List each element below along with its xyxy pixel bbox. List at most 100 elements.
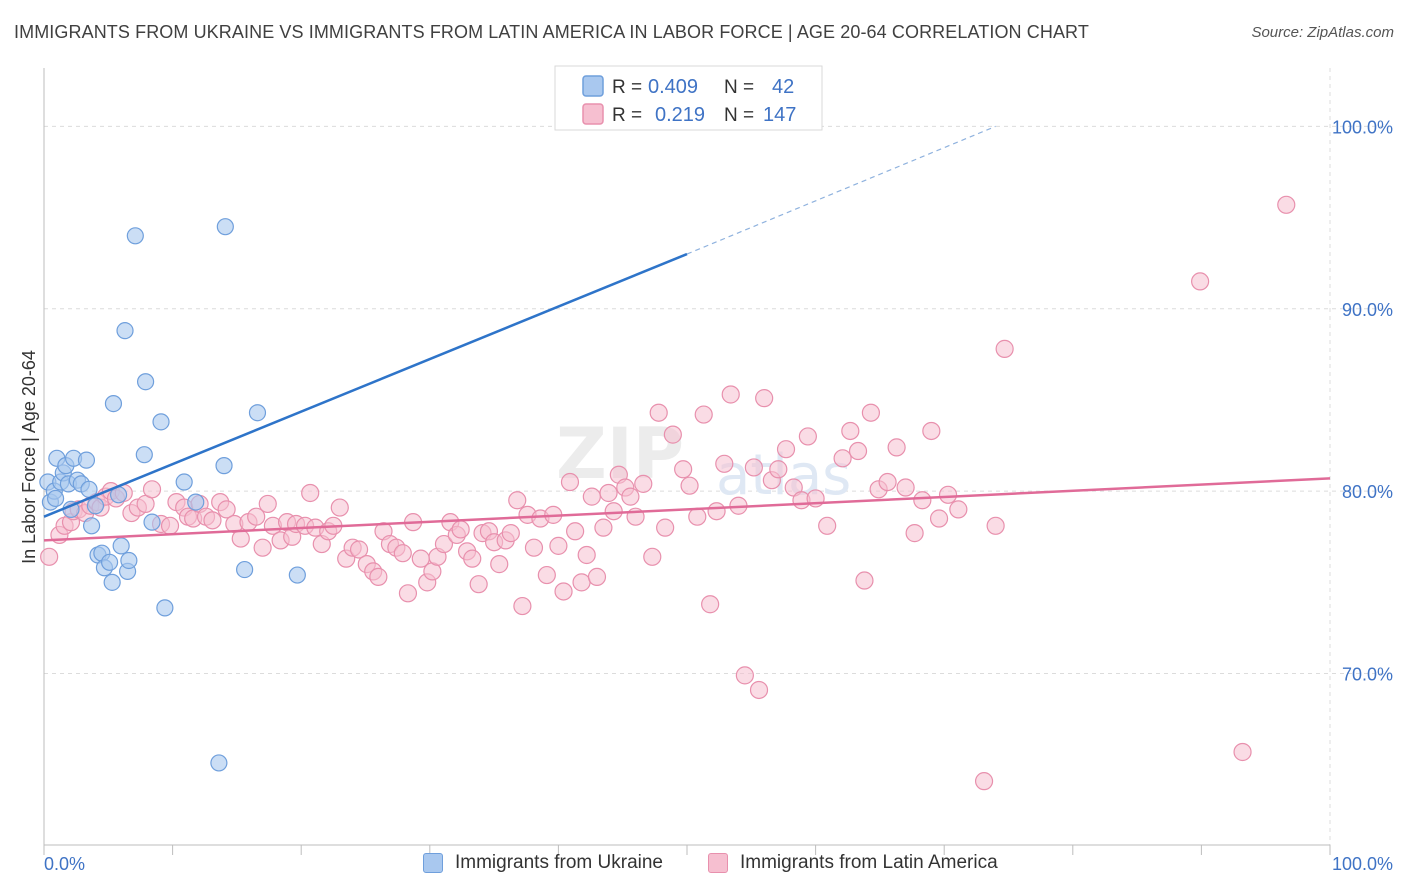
legend-n-value-latin-america: 147	[763, 104, 796, 126]
latin-america-point	[855, 571, 874, 590]
ukraine-point	[46, 489, 65, 508]
ukraine-point	[100, 553, 119, 571]
latin-america-point	[253, 538, 272, 557]
ukraine-point	[236, 560, 254, 579]
latin-america-point	[701, 595, 720, 614]
ukraine-point	[152, 413, 170, 431]
chart-title: IMMIGRANTS FROM UKRAINE VS IMMIGRANTS FR…	[14, 22, 1089, 42]
latin-america-point	[40, 547, 59, 566]
legend-r-label-ukraine: R =	[612, 77, 642, 98]
y-tick-label: 100.0%	[1332, 117, 1393, 137]
latin-america-point	[878, 472, 897, 492]
latin-america-point	[744, 458, 763, 477]
latin-america-point	[621, 487, 640, 506]
legend-n-label-ukraine: N =	[724, 77, 754, 98]
ukraine-point	[82, 517, 101, 535]
ukraine-point	[216, 218, 234, 236]
latin-america-points	[40, 195, 1296, 791]
legend-swatch-ukraine	[582, 75, 604, 97]
latin-america-point	[905, 524, 924, 543]
latin-america-point	[549, 536, 568, 555]
latin-america-point	[203, 511, 222, 530]
latin-america-point	[848, 441, 868, 461]
latin-america-point	[349, 540, 369, 559]
ukraine-point	[116, 322, 134, 340]
axis-layer	[43, 68, 1331, 855]
latin-america-point	[656, 518, 675, 537]
latin-america-point	[572, 573, 591, 592]
latin-america-point	[929, 509, 949, 528]
latin-america-point	[469, 575, 488, 594]
latin-america-point	[258, 494, 277, 514]
latin-america-point	[501, 524, 520, 543]
latin-america-point	[434, 534, 454, 554]
latin-america-point	[707, 502, 726, 521]
latin-america-point	[694, 405, 713, 424]
latin-america-point	[582, 487, 601, 506]
latin-america-point	[566, 522, 585, 541]
latin-america-point	[594, 518, 613, 537]
ukraine-point	[175, 473, 193, 491]
latin-america-point	[247, 507, 266, 526]
latin-america-point	[398, 584, 418, 603]
latin-america-point	[861, 403, 880, 422]
latin-america-point	[674, 460, 693, 479]
latin-america-point	[508, 491, 527, 510]
latin-america-point	[490, 555, 509, 574]
ukraine-point	[120, 551, 138, 570]
latin-america-point	[688, 507, 707, 526]
ukraine-point	[143, 513, 161, 531]
y-axis-title: In Labor Force | Age 20-64	[19, 350, 39, 564]
ukraine-points	[39, 218, 306, 772]
latin-america-point	[1191, 272, 1210, 291]
latin-america-point	[599, 483, 618, 503]
latin-america-point	[649, 403, 668, 422]
latin-america-point	[577, 545, 596, 565]
legend-n-value-ukraine: 42	[772, 76, 794, 98]
latin-america-point	[643, 547, 662, 566]
latin-america-point	[986, 516, 1005, 535]
latin-america-point	[663, 425, 682, 444]
latin-america-point	[217, 500, 236, 519]
latin-america-point	[776, 440, 796, 459]
ukraine-point	[136, 373, 155, 391]
legend-item-ukraine: Immigrants from Ukraine	[423, 852, 663, 874]
latin-america-point	[769, 460, 788, 479]
x-tick-label-min: 0.0%	[44, 854, 85, 874]
latin-america-point	[330, 498, 349, 517]
latin-america-point	[554, 582, 573, 601]
legend-n-label-latin-america: N =	[724, 105, 754, 126]
latin-america-point	[1233, 742, 1252, 762]
ukraine-point	[248, 404, 267, 422]
grid-layer	[44, 68, 1390, 845]
latin-america-point	[715, 454, 734, 473]
latin-america-point	[818, 516, 837, 535]
ukraine-point	[126, 227, 144, 245]
ukraine-point	[156, 599, 174, 617]
trend-lines	[43, 125, 1331, 542]
latin-america-point	[634, 474, 653, 493]
latin-america-point	[841, 421, 860, 441]
x-tick-labels: 0.0% 100.0%	[44, 854, 1393, 874]
latin-america-point	[393, 544, 412, 563]
ukraine-point	[215, 457, 233, 475]
latin-america-point	[721, 385, 740, 404]
latin-america-point	[301, 483, 320, 503]
latin-america-point	[513, 596, 532, 616]
y-tick-labels: 70.0% 80.0% 90.0% 100.0%	[1332, 117, 1393, 684]
latin-america-point	[798, 427, 817, 446]
ukraine-point	[135, 446, 153, 464]
legend-r-label-latin-america: R =	[612, 105, 642, 126]
latin-america-point	[142, 480, 162, 499]
legend-r-value-latin-america: 0.219	[655, 104, 705, 126]
latin-america-point	[887, 438, 906, 457]
latin-america-point	[537, 565, 556, 585]
ukraine-point	[187, 493, 205, 511]
x-tick-label-max: 100.0%	[1332, 854, 1393, 874]
latin-america-point	[680, 476, 699, 495]
legend-label-latin-america: Immigrants from Latin America	[740, 852, 998, 873]
latin-america-point	[735, 666, 754, 685]
latin-america-point	[995, 339, 1014, 358]
latin-america-point	[231, 529, 250, 548]
latin-america-point	[913, 491, 932, 510]
